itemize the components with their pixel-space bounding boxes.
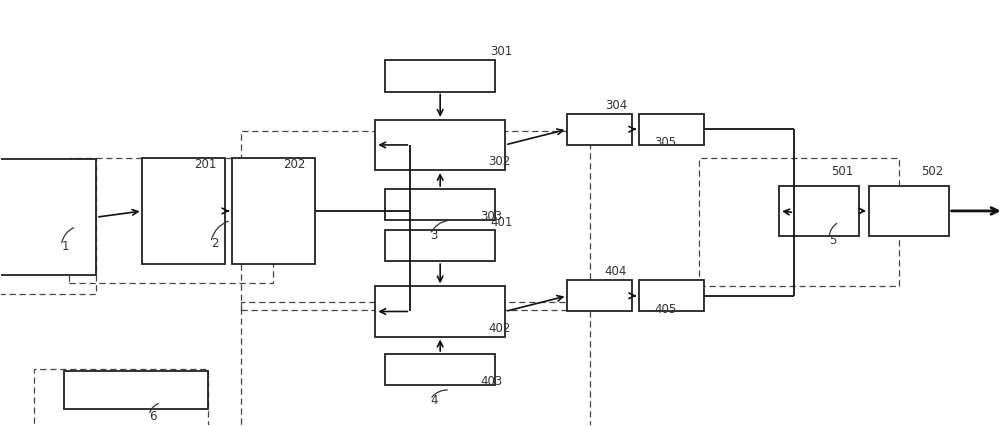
- FancyBboxPatch shape: [375, 287, 505, 337]
- FancyBboxPatch shape: [567, 114, 632, 146]
- FancyBboxPatch shape: [375, 121, 505, 171]
- Text: 302: 302: [488, 155, 510, 168]
- Text: 405: 405: [655, 302, 677, 315]
- FancyBboxPatch shape: [0, 160, 96, 276]
- FancyBboxPatch shape: [232, 158, 315, 265]
- FancyBboxPatch shape: [639, 280, 704, 312]
- Text: 202: 202: [284, 158, 306, 171]
- Text: 301: 301: [490, 45, 512, 58]
- Text: 201: 201: [194, 158, 216, 171]
- FancyBboxPatch shape: [385, 354, 495, 386]
- Text: 303: 303: [480, 210, 502, 223]
- Text: 404: 404: [605, 265, 627, 277]
- FancyBboxPatch shape: [385, 61, 495, 92]
- FancyBboxPatch shape: [639, 114, 704, 146]
- FancyBboxPatch shape: [779, 186, 859, 236]
- Text: 5: 5: [829, 233, 836, 246]
- FancyBboxPatch shape: [385, 190, 495, 221]
- FancyBboxPatch shape: [869, 186, 949, 236]
- FancyBboxPatch shape: [567, 280, 632, 312]
- FancyBboxPatch shape: [64, 371, 208, 409]
- Text: 401: 401: [490, 216, 512, 229]
- Text: 501: 501: [831, 164, 853, 177]
- FancyBboxPatch shape: [385, 230, 495, 262]
- Text: 304: 304: [605, 98, 627, 111]
- Text: 2: 2: [211, 236, 218, 249]
- Text: 3: 3: [430, 228, 438, 242]
- Text: 6: 6: [149, 409, 156, 422]
- Text: 1: 1: [61, 239, 69, 252]
- Text: 402: 402: [488, 321, 510, 334]
- Text: 502: 502: [921, 164, 943, 177]
- FancyBboxPatch shape: [142, 158, 225, 265]
- Text: 4: 4: [430, 393, 438, 406]
- Text: 403: 403: [480, 374, 502, 387]
- Text: 305: 305: [655, 136, 677, 149]
